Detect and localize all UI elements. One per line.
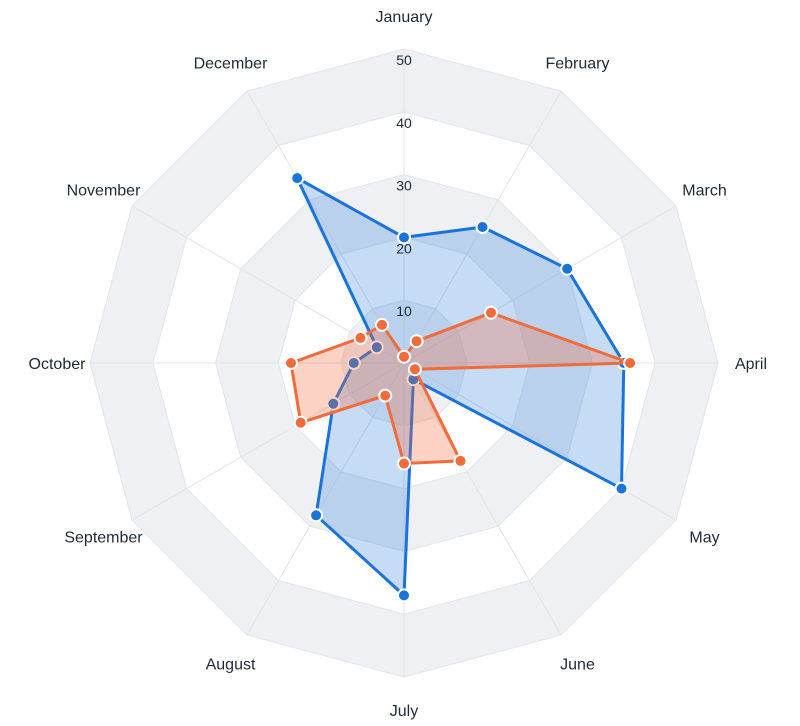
data-point-september[interactable] [326, 396, 341, 411]
series-2 [284, 305, 638, 471]
data-point-august[interactable] [378, 388, 393, 403]
radial-tick-labels: 10 20 30 40 50 [396, 52, 412, 319]
data-point-november[interactable] [353, 330, 368, 345]
spoke-december [246, 90, 405, 364]
category-label-february: February [545, 56, 609, 73]
data-point-august[interactable] [309, 508, 324, 523]
data-point-march[interactable] [484, 305, 498, 320]
category-label-december: December [194, 56, 268, 73]
spoke-august [246, 362, 405, 636]
tick-label-30: 30 [396, 178, 412, 194]
category-label-august: August [206, 657, 256, 674]
data-point-september[interactable] [293, 415, 308, 430]
category-label-january: January [376, 9, 433, 26]
data-point-october[interactable] [346, 356, 361, 370]
data-point-december[interactable] [290, 171, 305, 186]
category-label-may: May [689, 530, 719, 547]
data-point-february[interactable] [475, 220, 490, 234]
category-label-june: June [560, 657, 595, 674]
data-point-february[interactable] [409, 334, 424, 349]
data-point-july[interactable] [397, 456, 411, 471]
data-point-april[interactable] [623, 356, 638, 370]
category-label-july: July [390, 703, 418, 720]
data-point-november[interactable] [369, 340, 384, 355]
category-label-september: September [64, 530, 143, 547]
category-labels: January February March April May June July Augu… [29, 9, 767, 720]
series-layer [284, 171, 638, 603]
category-label-november: November [67, 183, 141, 200]
tick-label-50: 50 [396, 52, 412, 68]
data-point-march[interactable] [560, 261, 575, 276]
data-point-december[interactable] [375, 317, 389, 332]
spoke-march [403, 205, 677, 364]
spoke-june [403, 362, 562, 636]
spoke-may [403, 362, 677, 521]
category-label-april: April [735, 356, 767, 373]
tick-label-10: 10 [396, 303, 412, 319]
tick-label-40: 40 [396, 115, 412, 131]
grid-lines [90, 49, 718, 677]
data-point-july[interactable] [397, 588, 411, 603]
data-point-june[interactable] [453, 453, 468, 468]
data-point-may[interactable] [407, 362, 422, 377]
spoke-september [131, 362, 405, 521]
category-label-march: March [682, 183, 726, 200]
tick-label-20: 20 [396, 240, 412, 256]
data-point-january[interactable] [397, 230, 411, 245]
data-point-october[interactable] [284, 356, 298, 370]
data-point-may[interactable] [614, 481, 629, 496]
data-point-january[interactable] [397, 349, 411, 364]
category-label-october: October [29, 356, 87, 373]
